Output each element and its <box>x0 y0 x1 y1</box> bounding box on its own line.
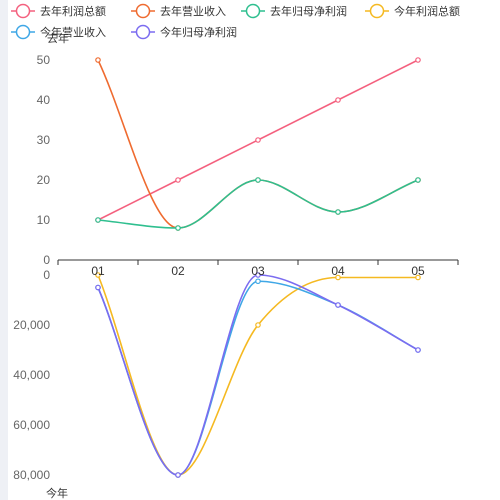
top-y-tick-label: 20 <box>37 173 51 187</box>
bottom-series-3-point-1 <box>95 284 101 291</box>
legend-item-6[interactable]: 今年归母净利润 <box>131 24 237 40</box>
bottom-series-line-3 <box>97 274 419 476</box>
legend-label: 去年利润总额 <box>40 4 106 18</box>
bottom-series-3-point-2 <box>175 472 181 478</box>
legend-swatch-marker <box>245 3 261 19</box>
top-series-3-point-2 <box>175 225 181 231</box>
top-series-1-point-2 <box>175 177 181 183</box>
bottom-series-2-point-3 <box>255 278 261 285</box>
bottom-y-tick-label: 60,000 <box>13 418 50 432</box>
legend-label: 今年营业收入 <box>40 25 106 39</box>
legend-item-1[interactable]: 去年利润总额 <box>11 3 106 19</box>
top-y-tick-label: 50 <box>37 53 51 67</box>
legend-swatch-marker <box>15 3 31 19</box>
bottom-y-tick-label: 0 <box>43 268 50 282</box>
bottom-series-line-1 <box>97 274 418 476</box>
bottom-y-tick-label: 20,000 <box>13 318 50 332</box>
legend-swatch-marker <box>135 24 151 40</box>
bottom-series-1-point-5 <box>415 274 421 281</box>
top-y-axis-name: 去年 <box>47 31 69 45</box>
legend-item-4[interactable]: 今年利润总额 <box>365 3 460 19</box>
legend-item-5[interactable]: 今年营业收入 <box>11 24 106 40</box>
legend-swatch-marker <box>15 24 31 40</box>
x-tick-label-01: 01 <box>91 264 105 278</box>
legend-item-2[interactable]: 去年营业收入 <box>131 3 226 19</box>
top-series-3-point-4 <box>335 209 341 215</box>
top-panel-last-year: 去年 0 10 20 30 40 50 <box>37 31 421 267</box>
bottom-panel-this-year: 0 20,000 40,000 60,000 80,000 今年 <box>13 268 421 500</box>
legend-item-3[interactable]: 去年归母净利润 <box>241 3 347 19</box>
legend-label: 今年归母净利润 <box>160 25 237 39</box>
top-y-tick-label: 30 <box>37 133 51 147</box>
legend-swatch-marker <box>135 3 151 19</box>
bottom-y-tick-label: 80,000 <box>13 468 50 482</box>
bottom-series-3-point-3 <box>255 272 261 278</box>
shared-x-axis: 01 02 03 04 05 <box>57 259 459 278</box>
x-tick-label-04: 04 <box>331 264 345 278</box>
legend-label: 去年归母净利润 <box>270 4 347 18</box>
top-series-line-3 <box>97 179 419 229</box>
bottom-series-1-point-4 <box>335 274 341 281</box>
top-series-3-point-1 <box>95 217 101 223</box>
bottom-series-1-point-3 <box>255 322 261 328</box>
legend-swatch-marker <box>369 3 385 19</box>
bottom-y-tick-label: 40,000 <box>13 368 50 382</box>
top-series-3-point-3 <box>255 177 261 183</box>
legend-label: 今年利润总额 <box>394 4 460 18</box>
top-series-1-point-3 <box>255 137 261 143</box>
top-series-1-point-4 <box>335 97 341 103</box>
top-y-tick-label: 40 <box>37 93 51 107</box>
top-series-2-point-1 <box>95 57 101 63</box>
top-y-tick-label: 10 <box>37 213 51 227</box>
legend-label: 去年营业收入 <box>160 4 226 18</box>
x-tick-label-02: 02 <box>171 264 185 278</box>
top-series-3-point-5 <box>415 177 421 183</box>
x-tick-label-03: 03 <box>251 264 265 278</box>
top-series-1-point-5 <box>415 57 421 63</box>
top-y-tick-label: 0 <box>43 253 50 267</box>
left-edge-strip <box>0 0 8 500</box>
bottom-series-1-point-1 <box>95 272 101 278</box>
bottom-series-3-point-4 <box>335 302 341 308</box>
bottom-series-3-point-5 <box>415 347 421 353</box>
x-tick-label-05: 05 <box>411 264 425 278</box>
bottom-series-line-2 <box>97 280 419 476</box>
top-series-line-2 <box>97 59 419 229</box>
bottom-y-axis-name: 今年 <box>46 486 68 500</box>
